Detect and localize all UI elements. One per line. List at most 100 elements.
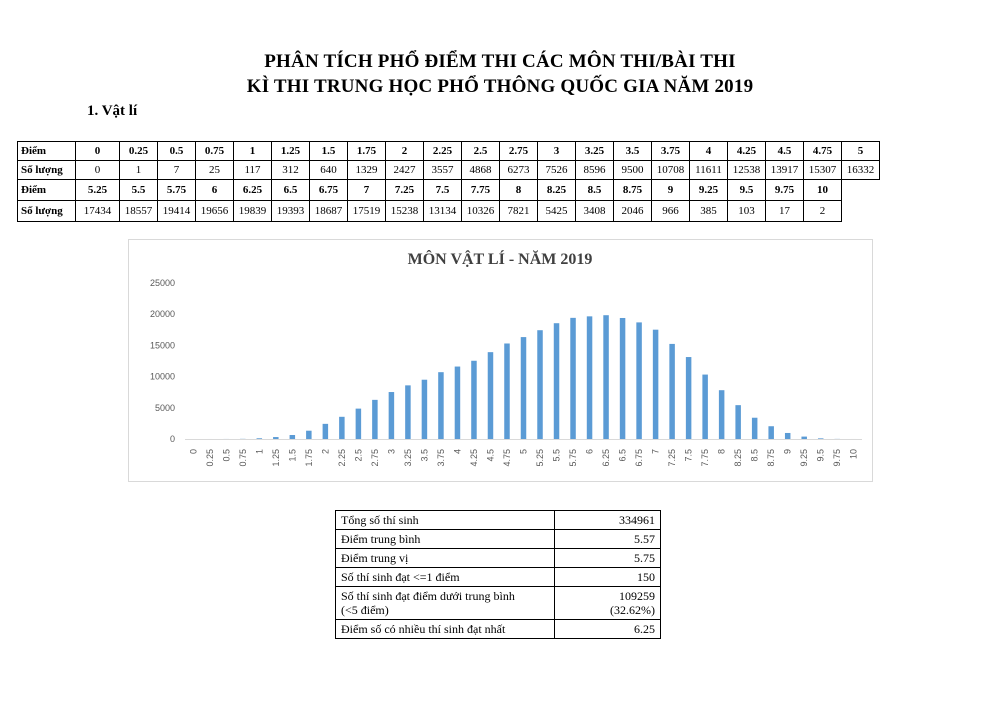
table-cell: 1	[233, 141, 272, 161]
stats-value-text: 150	[637, 570, 655, 584]
table-cell: 3557	[423, 160, 462, 180]
chart-bar	[768, 426, 774, 439]
chart-bar	[322, 423, 329, 439]
chart-bar	[306, 430, 312, 439]
score-chart: MÔN VẬT LÍ - NĂM 2019 0 5000 10000 15000 200…	[128, 239, 873, 482]
row-label: Điểm	[17, 141, 76, 161]
chart-bar	[586, 316, 593, 439]
table-cell: 103	[727, 200, 766, 222]
x-tick-label: 2.75	[370, 449, 380, 467]
x-tick-label: 8.25	[733, 449, 743, 467]
table-cell: 17	[765, 200, 804, 222]
table-cell: 10708	[651, 160, 690, 180]
x-tick-label: 7.75	[700, 449, 710, 467]
x-tick-label: 9.5	[816, 449, 826, 462]
table-cell: 6273	[499, 160, 538, 180]
chart-bar	[751, 417, 758, 439]
section-heading: 1. Vật lí	[87, 103, 138, 119]
table-cell: 8.75	[613, 179, 652, 201]
x-tick-label: 2.25	[337, 449, 347, 467]
table-cell: 9.25	[689, 179, 728, 201]
table-cell: 117	[233, 160, 272, 180]
table-cell: 385	[689, 200, 728, 222]
page-title-line1: PHÂN TÍCH PHỔ ĐIỂM THI CÁC MÔN THI/BÀI T…	[264, 51, 736, 72]
stats-label-text: Điểm trung vị	[341, 551, 409, 565]
stats-label-text: Điểm trung bình	[341, 532, 421, 546]
stats-label-text: Số thí sinh đạt <=1 điểm	[341, 570, 460, 584]
stats-label-text: Tổng số thí sinh	[341, 513, 419, 527]
chart-bar	[702, 374, 708, 439]
table-cell: 966	[651, 200, 690, 222]
chart-bar	[718, 390, 725, 439]
x-tick-label: 2	[320, 449, 330, 454]
table-cell: 7.75	[461, 179, 500, 201]
table-cell: 19414	[157, 200, 196, 222]
table-cell: 2427	[385, 160, 424, 180]
x-tick-label: 9	[783, 449, 793, 454]
table-cell: 4.75	[803, 141, 842, 161]
chart-title: MÔN VẬT LÍ - NĂM 2019	[408, 249, 593, 268]
chart-bar	[636, 322, 642, 439]
stats-row: Điểm trung bình 5.57	[335, 529, 661, 549]
stats-row: Điểm trung vị 5.75	[335, 548, 661, 568]
stats-label-text: Số thí sinh đạt điểm dưới trung bình	[341, 589, 515, 603]
x-tick-label: 3.25	[403, 449, 413, 467]
stats-label: Tổng số thí sinh	[335, 510, 555, 530]
stats-value: 109259 (32.62%)	[554, 586, 661, 620]
table-cell: 312	[271, 160, 310, 180]
x-tick-label: 3	[386, 449, 396, 454]
table-cell: 9500	[613, 160, 652, 180]
table-cell: 3	[537, 141, 576, 161]
x-tick-label: 2.5	[353, 449, 363, 462]
x-tick-label: 6.5	[618, 449, 628, 462]
chart-bar	[553, 323, 560, 439]
stats-value: 5.75	[554, 548, 661, 568]
table-cell: 19656	[195, 200, 234, 222]
chart-bar	[487, 352, 494, 439]
chart-bar	[603, 315, 609, 439]
x-tick-label: 8	[717, 449, 727, 454]
table-cell: 19393	[271, 200, 310, 222]
table-cell: 6.25	[233, 179, 272, 201]
x-tick-label: 7.25	[667, 449, 677, 467]
empty-cell	[842, 201, 880, 222]
x-tick-label: 5.25	[535, 449, 545, 467]
stats-value: 334961	[554, 510, 661, 530]
table-cell: 15238	[385, 200, 424, 222]
table-cell: 6.75	[309, 179, 348, 201]
score-distribution-table: Điểm 0 0.25 0.5 0.75 1 1.25 1.5 1.75 2 2.25 2.5 2.75…	[17, 141, 880, 222]
table-cell: 3.25	[575, 141, 614, 161]
stats-value: 6.25	[554, 619, 661, 639]
chart-bar	[438, 372, 444, 439]
table-cell: 5.75	[157, 179, 196, 201]
table-cell: 2.25	[423, 141, 462, 161]
chart-bar	[652, 329, 659, 439]
chart-bar	[454, 366, 461, 439]
chart-bar	[405, 385, 411, 439]
stats-value-text: 334961	[619, 513, 655, 527]
table-cell: 2	[803, 200, 842, 222]
table-cell: 2046	[613, 200, 652, 222]
table-cell: 17434	[75, 200, 120, 222]
stats-label: Điểm trung vị	[335, 548, 555, 568]
stats-label: Số thí sinh đạt điểm dưới trung bình (<5 …	[335, 586, 555, 620]
x-tick-label: 8.75	[766, 449, 776, 467]
table-row: Số lượng 0 1 7 25 117 312 640 1329 2427 3557 4868 62…	[17, 160, 880, 180]
table-cell: 2.75	[499, 141, 538, 161]
x-tick-label: 5.5	[552, 449, 562, 462]
table-cell: 4.25	[727, 141, 766, 161]
x-tick-label: 7.5	[684, 449, 694, 462]
table-cell: 1.5	[309, 141, 348, 161]
table-cell: 3408	[575, 200, 614, 222]
table-cell: 8596	[575, 160, 614, 180]
stats-value: 150	[554, 567, 661, 587]
table-cell: 640	[309, 160, 348, 180]
table-cell: 4.5	[765, 141, 804, 161]
x-tick-label: 5	[519, 449, 529, 454]
table-cell: 1329	[347, 160, 386, 180]
table-cell: 19839	[233, 200, 272, 222]
stats-value-subtext: (32.62%)	[610, 603, 655, 617]
table-cell: 10326	[461, 200, 500, 222]
chart-bar	[256, 438, 263, 439]
chart-bar	[735, 405, 741, 439]
